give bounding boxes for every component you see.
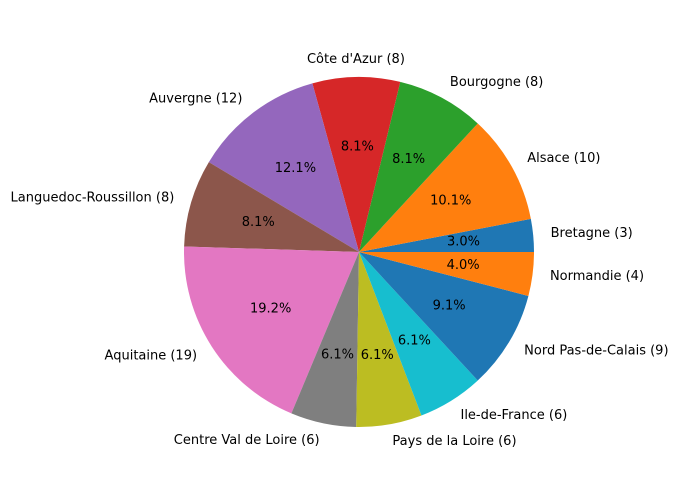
slice-label-auvergne-12: Auvergne (12)	[149, 91, 242, 106]
pie-wedge-aquitaine-19	[184, 246, 359, 414]
pie-wedge-pays-de-la-loire-6	[356, 252, 422, 427]
slice-label-bretagne-3: Bretagne (3)	[551, 226, 633, 241]
pie-wedge-bourgogne-8	[359, 81, 478, 252]
percent-label-bourgogne-8: 8.1%	[392, 152, 425, 167]
pie-wedge-auvergne-12	[208, 83, 359, 252]
percent-label-alsace-10: 10.1%	[430, 193, 471, 208]
percent-labels: 3.0% 10.1% 8.1% 8.1% 12.1% 8.1% 19.2% 6.1% 6.1% 6…	[242, 140, 480, 363]
percent-label-bretagne-3: 3.0%	[447, 235, 480, 250]
slice-label-c-te-d-azur-8: Côte d'Azur (8)	[307, 52, 405, 67]
pie-wedge-languedoc-roussillon-8	[184, 162, 359, 252]
slice-label-ile-de-france-6: Ile-de-France (6)	[460, 408, 567, 423]
percent-label-aquitaine-19: 19.2%	[250, 301, 291, 316]
pie-wedge-ile-de-france-6	[359, 252, 478, 416]
slice-label-languedoc-roussillon-8: Languedoc-Roussillon (8)	[11, 190, 175, 205]
percent-label-centre-val-de-loire-6: 6.1%	[321, 347, 354, 362]
percent-label-pays-de-la-loire-6: 6.1%	[361, 348, 394, 363]
pie-wedges	[184, 77, 534, 427]
slice-label-centre-val-de-loire-6: Centre Val de Loire (6)	[174, 433, 320, 448]
percent-label-c-te-d-azur-8: 8.1%	[341, 140, 374, 155]
slice-label-normandie-4: Normandie (4)	[550, 269, 644, 284]
percent-label-auvergne-12: 12.1%	[275, 161, 316, 176]
slice-label-pays-de-la-loire-6: Pays de la Loire (6)	[392, 434, 516, 449]
slice-label-alsace-10: Alsace (10)	[527, 151, 600, 166]
slice-label-bourgogne-8: Bourgogne (8)	[450, 75, 543, 90]
percent-label-ile-de-france-6: 6.1%	[398, 334, 431, 349]
percent-label-nord-pas-de-calais-9: 9.1%	[433, 298, 466, 313]
slice-label-nord-pas-de-calais-9: Nord Pas-de-Calais (9)	[524, 343, 668, 358]
pie-wedge-nord-pas-de-calais-9	[359, 252, 529, 381]
percent-label-languedoc-roussillon-8: 8.1%	[242, 215, 275, 230]
pie-wedge-normandie-4	[359, 252, 534, 296]
slice-label-aquitaine-19: Aquitaine (19)	[105, 349, 198, 364]
pie-wedge-bretagne-3	[359, 218, 534, 252]
pie-wedge-centre-val-de-loire-6	[291, 252, 359, 427]
pie-wedge-alsace-10	[359, 123, 531, 253]
slice-labels: Bretagne (3) Alsace (10) Bourgogne (8) Côte…	[11, 52, 669, 449]
percent-label-normandie-4: 4.0%	[447, 258, 480, 273]
pie-wedge-c-te-d-azur-8	[312, 77, 401, 252]
